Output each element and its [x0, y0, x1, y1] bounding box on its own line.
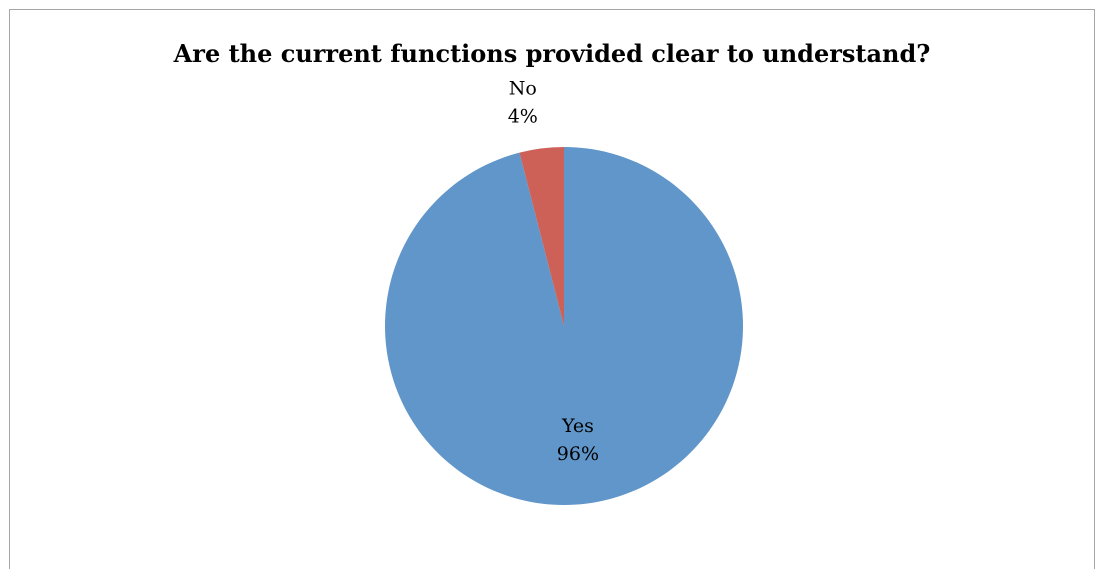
pie-labels: Yes 96% No 4%: [508, 78, 599, 465]
slice-label-no-category: No: [509, 78, 537, 100]
pie-slice-no: [519, 147, 564, 326]
slice-label-no-value: 4%: [508, 106, 538, 128]
chart-title: Are the current functions provided clear…: [173, 39, 931, 68]
slice-label-yes-category: Yes: [561, 415, 594, 437]
pie-slices: [384, 147, 743, 505]
slice-label-yes-value: 96%: [557, 443, 599, 465]
